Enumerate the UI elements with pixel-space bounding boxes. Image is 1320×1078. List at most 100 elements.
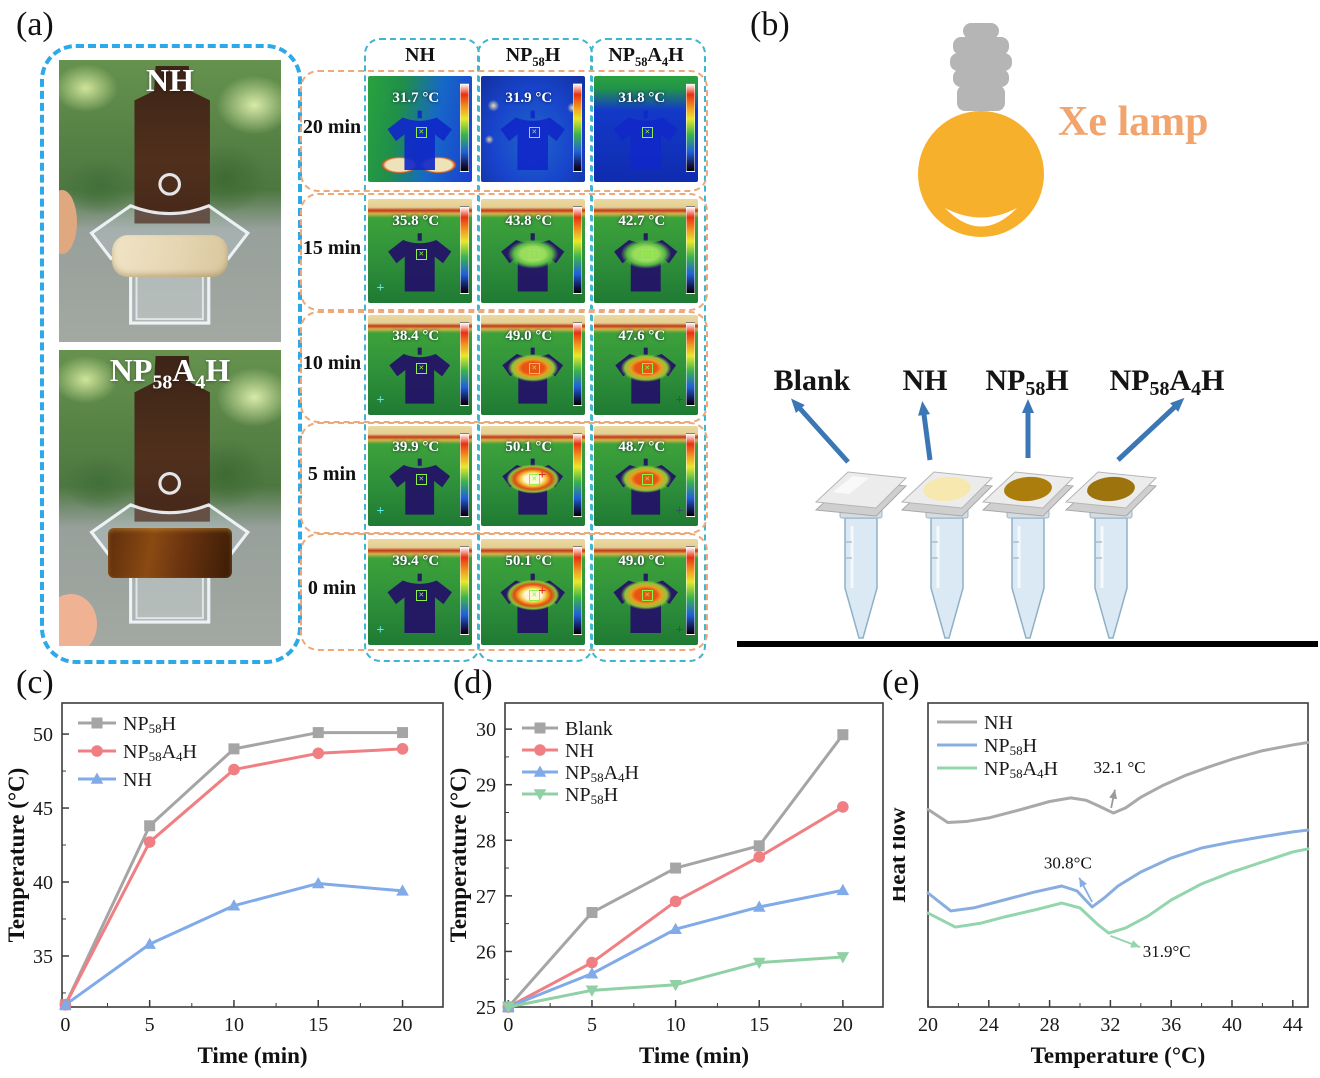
temperature-reading: 50.1 °C: [505, 439, 553, 455]
thermal-column-box-NP58A4H: [590, 38, 706, 662]
legend-label-NP58H: NP58H: [565, 784, 618, 807]
crosshair-icon: +: [376, 622, 385, 638]
temperature-scalebar: [460, 322, 469, 406]
temperature-scalebar: [573, 322, 582, 406]
legend-label-NH: NH: [984, 712, 1013, 734]
spot-marker-icon: ✕: [641, 589, 653, 601]
spot-marker-icon: ✕: [415, 126, 427, 138]
thermal-cell-15min-NH: ✕ +35.8 °C: [368, 199, 472, 303]
legend-label-NH: NH: [123, 769, 152, 791]
annotation-30.8°C: 30.8°C: [1044, 854, 1093, 903]
glass-slide: [814, 471, 908, 509]
y-tick-label: 26: [476, 941, 496, 963]
y-tick-label: 35: [33, 946, 53, 968]
series-NP58A4H: [502, 883, 850, 1012]
x-tick-label: 10: [666, 1014, 686, 1036]
temperature-scalebar: [460, 546, 469, 636]
photo-nh-label: NH: [146, 62, 194, 98]
crosshair-icon: +: [376, 393, 385, 408]
y-tick-label: 27: [476, 886, 496, 908]
sample-film-NH: [923, 476, 971, 502]
shirt-silhouette: [389, 347, 451, 404]
temperature-scalebar: [686, 433, 695, 517]
temperature-reading: 39.4 °C: [392, 552, 440, 569]
thermal-column-header-NP58A4H: NP58A4H: [608, 44, 684, 69]
x-tick-label: 5: [587, 1014, 597, 1036]
temperature-scalebar: [460, 433, 469, 517]
panel-b-letter: (b): [750, 6, 790, 43]
y-tick-label: 29: [476, 775, 496, 797]
spot-marker-icon: ✕: [528, 126, 540, 138]
thermal-cell-0min-NP58H: ✕ +50.1 °C: [481, 539, 585, 645]
spot-marker-icon: ✕: [641, 248, 653, 260]
series-NH: [59, 876, 409, 1010]
thermal-column-header-NP58H: NP58H: [505, 44, 561, 69]
x-axis-label: Time (min): [639, 1043, 749, 1068]
series-NP58H: [926, 828, 1310, 913]
y-tick-label: 45: [33, 798, 53, 820]
axes: 0 5 10 15 20 25 26 27 28 29 30: [476, 719, 853, 1036]
temperature-scalebar: [686, 322, 695, 406]
sample-np58a4h: [107, 527, 233, 578]
thermal-row-label-2: 10 min: [302, 352, 362, 374]
spot-marker-icon: ✕: [528, 474, 540, 485]
sample-label-NH: NH: [903, 364, 948, 397]
thermal-cell-20min-NP58H: ✕ 31.9 °C: [481, 76, 585, 182]
x-tick-label: 24: [979, 1014, 999, 1036]
lamp-bulb-icon: [918, 111, 1044, 237]
sample-film-NP58A4H: [1087, 476, 1135, 502]
thermal-cell-5min-NP58H: ✕ +50.1 °C: [481, 426, 585, 526]
x-tick-label: 10: [224, 1014, 244, 1036]
temperature-reading: 49.0 °C: [505, 328, 553, 344]
temperature-reading: 38.4 °C: [392, 328, 440, 344]
legend: NP58H NP58A4H NH: [78, 713, 197, 791]
thermal-cell-0min-NH: ✕ +39.4 °C: [368, 539, 472, 645]
hot-spot: [501, 351, 565, 385]
crosshair-icon: +: [376, 280, 385, 296]
y-tick-label: 28: [476, 830, 496, 852]
pointer-arrow: [793, 401, 850, 464]
annotation-text: 32.1 °C: [1093, 758, 1145, 777]
temperature-reading: 35.8 °C: [392, 212, 440, 229]
shirt-silhouette: [389, 458, 451, 515]
temperature-scalebar: [686, 206, 695, 294]
temperature-reading: 42.7 °C: [618, 212, 666, 229]
sample-film-NP58H: [1004, 476, 1052, 502]
hot-spot: [501, 236, 565, 272]
chart-e-dsc-heat-flow: 20 24 28 32 36 40 44 Temperature (°C) Heat flow N…: [893, 702, 1310, 1068]
sample-group-NP58A4H: NP58A4H: [1064, 364, 1225, 639]
crosshair-icon: +: [675, 622, 684, 638]
temperature-scalebar: [573, 546, 582, 636]
thermal-row-label-1: 15 min: [302, 237, 362, 259]
arrowhead-icon: [790, 398, 805, 413]
sample-label-NP58A4H: NP58A4H: [1109, 364, 1224, 400]
shirt-silhouette: [500, 110, 566, 170]
hot-spot: [501, 577, 565, 614]
photo-np58a4h-label: NP58A4H: [109, 352, 231, 394]
axis-frame: [927, 702, 1309, 1008]
crosshair-icon: +: [675, 393, 684, 408]
spot-marker-icon: ✕: [641, 363, 653, 374]
x-tick-label: 28: [1040, 1014, 1060, 1036]
finger: [59, 189, 77, 254]
temperature-reading: 49.0 °C: [618, 552, 666, 569]
hot-spot: [614, 351, 678, 385]
thermal-cell-10min-NH: ✕ +38.4 °C: [368, 315, 472, 415]
shirt-silhouette: [387, 573, 453, 633]
photo-np58a4h: NP58A4H: [59, 350, 281, 646]
centrifuge-tube: [930, 517, 964, 639]
sample-group-Blank: Blank: [774, 364, 908, 639]
thermal-cell-0min-NP58A4H: ✕ +49.0 °C: [594, 539, 698, 645]
axis-frame: [504, 702, 884, 1008]
temperature-scalebar: [573, 206, 582, 294]
panel-d-letter: (d): [453, 664, 493, 701]
pointer-arrow: [920, 406, 933, 461]
temperature-scalebar: [573, 83, 582, 173]
spot-marker-icon: ✕: [415, 363, 427, 374]
temperature-scalebar: [686, 546, 695, 636]
series-NP58A4H: [59, 743, 409, 1011]
thermal-cell-10min-NP58H: ✕ 49.0 °C: [481, 315, 585, 415]
legend-label-NP58H: NP58H: [984, 735, 1037, 758]
